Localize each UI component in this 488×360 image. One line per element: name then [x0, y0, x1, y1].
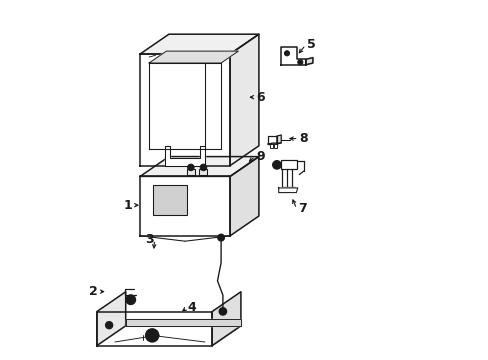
Circle shape [128, 297, 133, 302]
Bar [199, 169, 207, 175]
Polygon shape [149, 63, 221, 149]
Text: 9: 9 [256, 150, 264, 163]
Text: 7: 7 [297, 202, 306, 215]
Bar [186, 169, 194, 175]
Circle shape [145, 329, 158, 342]
Polygon shape [140, 157, 258, 176]
Bar [280, 160, 296, 169]
Circle shape [284, 51, 289, 56]
Text: 8: 8 [299, 132, 307, 145]
Polygon shape [278, 188, 297, 193]
Bar [269, 144, 272, 148]
Circle shape [219, 308, 226, 315]
Text: 1: 1 [123, 199, 132, 212]
Polygon shape [97, 326, 241, 346]
Text: 5: 5 [306, 39, 315, 51]
Polygon shape [149, 51, 238, 63]
Bar [273, 144, 277, 148]
Polygon shape [140, 54, 230, 166]
Polygon shape [212, 292, 241, 346]
Polygon shape [140, 176, 230, 236]
Polygon shape [97, 311, 212, 346]
Text: 3: 3 [144, 233, 153, 246]
Circle shape [187, 164, 194, 171]
Circle shape [272, 161, 281, 169]
Polygon shape [140, 34, 258, 54]
Polygon shape [164, 145, 205, 166]
Circle shape [274, 163, 279, 167]
Circle shape [218, 234, 224, 241]
Text: 2: 2 [89, 285, 98, 298]
Circle shape [105, 321, 113, 329]
Polygon shape [125, 319, 241, 326]
Polygon shape [280, 47, 305, 65]
Text: 4: 4 [187, 301, 196, 314]
Circle shape [126, 295, 135, 304]
Circle shape [200, 164, 206, 171]
Polygon shape [230, 157, 258, 236]
Polygon shape [97, 292, 125, 346]
Polygon shape [267, 143, 281, 144]
Text: 6: 6 [256, 91, 264, 104]
Polygon shape [305, 58, 312, 65]
Circle shape [297, 60, 302, 65]
Bar [152, 185, 186, 215]
Polygon shape [276, 135, 281, 144]
Polygon shape [230, 34, 258, 166]
Circle shape [149, 332, 155, 339]
Polygon shape [267, 136, 276, 144]
